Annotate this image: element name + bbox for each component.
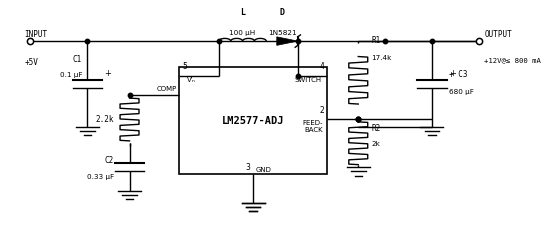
Text: 1N5821: 1N5821 [268,30,296,36]
Text: +12V@≤ 800 mA: +12V@≤ 800 mA [485,58,541,64]
Text: COMP: COMP [157,86,177,92]
Text: SWITCH: SWITCH [294,77,321,83]
Polygon shape [277,37,298,45]
Text: C1: C1 [73,55,82,64]
Text: + C3: + C3 [449,70,467,79]
Text: 2k: 2k [371,141,380,147]
Text: Vᴵₙ: Vᴵₙ [188,77,196,83]
Text: LM2577-ADJ: LM2577-ADJ [222,116,284,126]
Bar [179,67,327,174]
Text: INPUT: INPUT [24,30,47,39]
Text: R2: R2 [371,124,381,133]
Text: 0.1 μF: 0.1 μF [60,72,82,78]
Text: R1: R1 [371,36,381,45]
Text: FEED-
BACK: FEED- BACK [302,120,322,133]
Text: 3: 3 [246,163,250,172]
Text: +: + [449,69,455,78]
Text: D: D [279,8,284,17]
Text: +: + [104,69,111,78]
Text: 100 μH: 100 μH [229,30,256,36]
Text: C2: C2 [104,156,114,165]
Text: +5V: +5V [24,58,38,67]
Text: OUTPUT: OUTPUT [485,30,512,39]
Text: 0.33 μF: 0.33 μF [86,174,114,180]
Text: 17.4k: 17.4k [371,55,392,61]
Text: L: L [240,8,245,17]
Text: 2: 2 [320,106,324,115]
Text: GND: GND [256,167,272,173]
Text: 680 μF: 680 μF [449,89,474,95]
Text: 5: 5 [182,62,187,71]
Text: 2.2k: 2.2k [95,115,114,124]
Text: 4: 4 [319,62,324,71]
